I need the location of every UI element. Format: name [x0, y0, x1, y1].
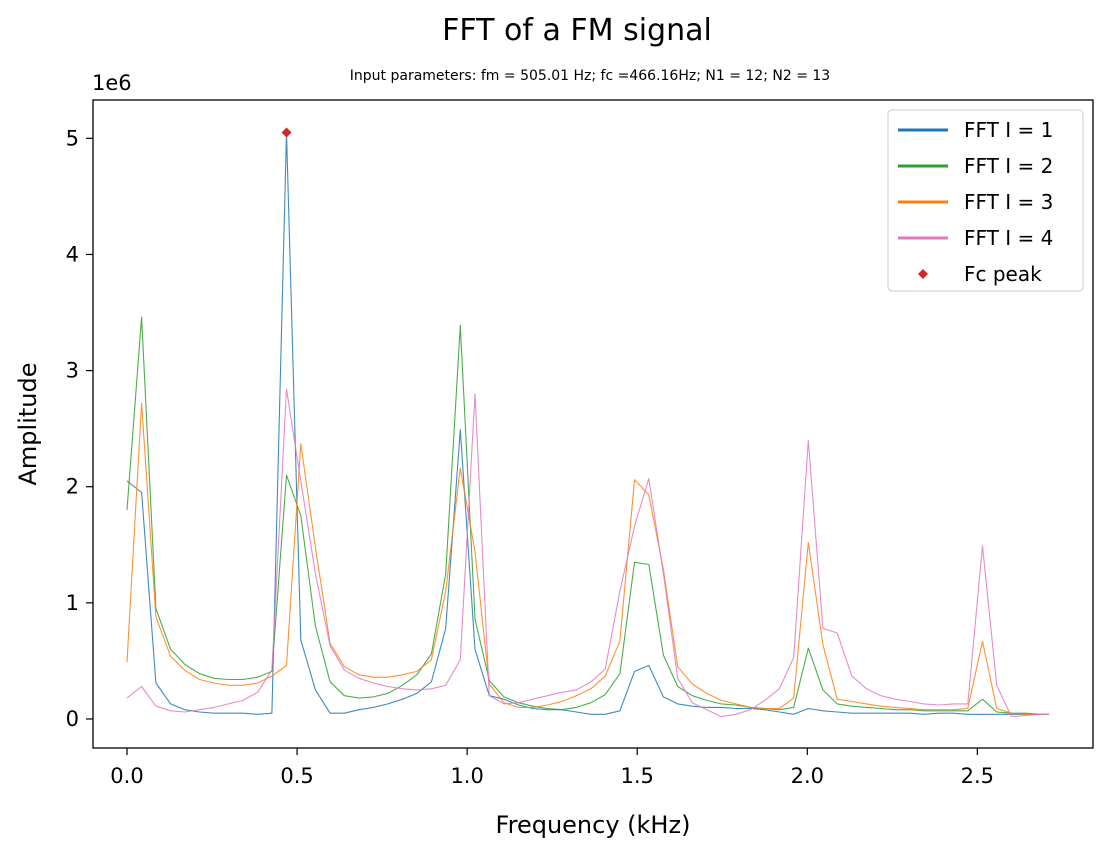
- legend: FFT I = 1 FFT I = 2 FFT I = 3 FFT I = 4 Fc p…: [887, 109, 1084, 292]
- y-axis-label: Amplitude: [14, 363, 42, 486]
- legend-label-1: FFT I = 1: [964, 118, 1053, 142]
- chart-title: FFT of a FM signal: [442, 13, 712, 48]
- y-axis: 0 1 2 3 4 5: [66, 126, 93, 731]
- x-tick-label: 0.5: [280, 764, 313, 788]
- plot-frame: [92, 99, 1094, 749]
- y-tick-label: 5: [66, 126, 79, 150]
- plot-area: [126, 127, 1049, 718]
- series-line-4: [126, 388, 1049, 718]
- legend-label-2: FFT I = 2: [964, 154, 1053, 178]
- legend-label-fc-peak: Fc peak: [964, 262, 1042, 286]
- x-tick-label: 2.0: [791, 764, 824, 788]
- x-axis-label: Frequency (kHz): [496, 811, 691, 839]
- y-tick-label: 1: [66, 591, 79, 615]
- y-offset-label: 1e6: [92, 71, 132, 95]
- legend-label-3: FFT I = 3: [964, 190, 1053, 214]
- series-group: [126, 131, 1049, 718]
- y-tick-label: 3: [66, 359, 79, 383]
- x-tick-label: 1.0: [450, 764, 483, 788]
- fc-peak-marker: [281, 127, 292, 138]
- y-tick-label: 2: [66, 475, 79, 499]
- x-tick-label: 1.5: [621, 764, 654, 788]
- legend-label-4: FFT I = 4: [964, 226, 1053, 250]
- x-tick-label: 2.5: [961, 764, 994, 788]
- legend-swatch-fc-peak: [918, 269, 928, 279]
- series-line-3: [126, 402, 1049, 715]
- marker-group: [281, 127, 292, 138]
- chart-subtitle: Input parameters: fm = 505.01 Hz; fc =46…: [350, 68, 830, 84]
- series-line-2: [126, 316, 1049, 715]
- x-tick-label: 0.0: [110, 764, 143, 788]
- legend-box: [887, 109, 1084, 292]
- x-axis: 0.0 0.5 1.0 1.5 2.0 2.5: [110, 748, 994, 788]
- y-tick-label: 0: [66, 707, 79, 731]
- series-line-1: [126, 131, 1049, 715]
- y-tick-label: 4: [66, 242, 79, 266]
